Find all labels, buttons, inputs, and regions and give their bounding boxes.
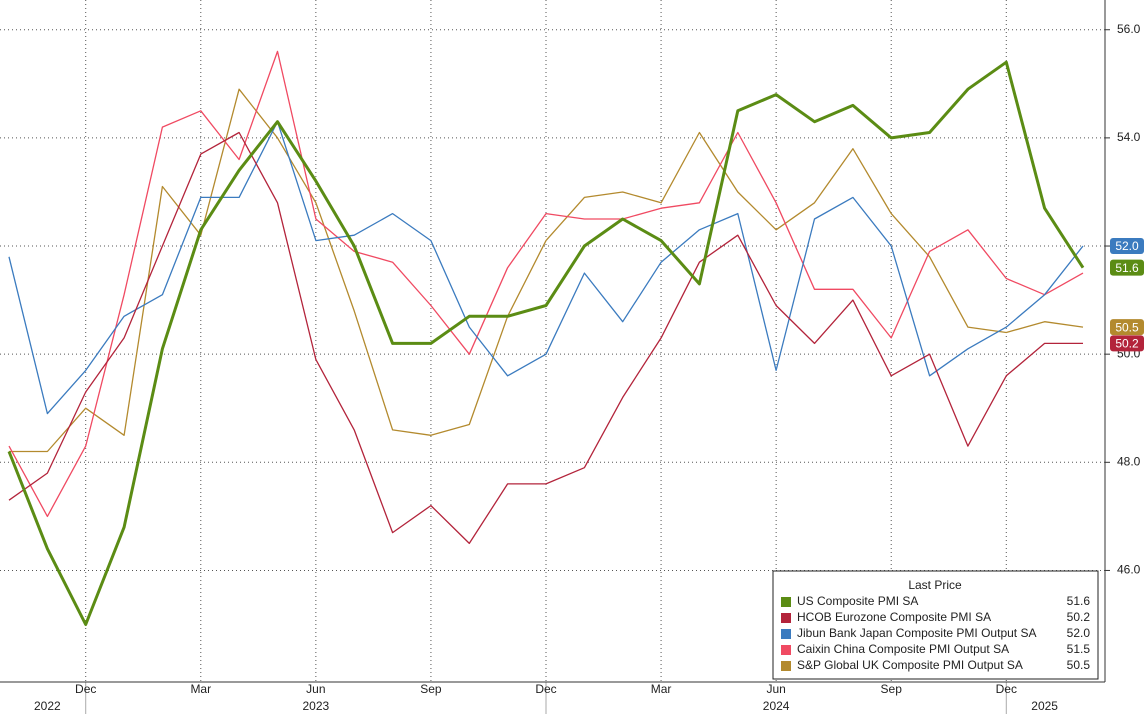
axis-tag — [1110, 335, 1144, 352]
legend-title: Last Price — [908, 578, 962, 592]
x-tick-label: Sep — [420, 682, 442, 696]
x-tick-label: Dec — [535, 682, 556, 696]
legend-value: 51.6 — [1067, 594, 1091, 608]
x-tick-label: Dec — [996, 682, 1017, 696]
legend-box — [772, 570, 1099, 680]
legend-swatch — [781, 645, 791, 655]
y-tick-label: 48.0 — [1117, 454, 1141, 468]
year-label: 2025 — [1031, 699, 1058, 713]
x-tick-label: Mar — [190, 682, 211, 696]
axis-tag-label: 50.2 — [1115, 337, 1139, 351]
x-tick-label: Sep — [881, 682, 903, 696]
legend-swatch — [781, 613, 791, 623]
series-line — [8, 121, 1084, 415]
legend-swatch — [781, 597, 791, 607]
legend-swatch — [781, 661, 791, 671]
axis-tag-label: 50.5 — [1115, 320, 1139, 334]
axis-tag-label: 52.0 — [1115, 239, 1139, 253]
legend-swatch — [781, 629, 791, 639]
x-tick-label: Jun — [306, 682, 325, 696]
legend-value: 52.0 — [1067, 626, 1091, 640]
legend-label: S&P Global UK Composite PMI Output SA — [797, 658, 1023, 672]
y-tick-label: 54.0 — [1117, 130, 1141, 144]
axis-tag — [1110, 319, 1144, 336]
legend-label: HCOB Eurozone Composite PMI SA — [797, 610, 991, 624]
axis-tag — [1110, 238, 1144, 255]
year-label: 2023 — [303, 699, 330, 713]
series-line — [8, 131, 1083, 545]
legend-value: 50.2 — [1067, 610, 1091, 624]
legend: Last Price US Composite PMI SA 51.6 HCOB Eu… — [772, 570, 1099, 680]
x-tick-label: Dec — [75, 682, 96, 696]
year-label: 2024 — [763, 699, 790, 713]
year-label: 2022 — [34, 699, 61, 713]
legend-value: 51.5 — [1067, 642, 1091, 656]
series-line — [7, 60, 1085, 626]
y-tick-label: 46.0 — [1117, 563, 1141, 577]
y-tick-label: 56.0 — [1117, 22, 1141, 36]
legend-value: 50.5 — [1067, 658, 1091, 672]
x-tick-label: Mar — [651, 682, 672, 696]
legend-label: Caixin China Composite PMI Output SA — [797, 642, 1009, 656]
x-tick-label: Jun — [766, 682, 785, 696]
axis-tag-label: 51.6 — [1115, 261, 1139, 275]
series-line — [8, 50, 1084, 518]
legend-label: US Composite PMI SA — [797, 594, 918, 608]
legend-label: Jibun Bank Japan Composite PMI Output SA — [797, 626, 1036, 640]
axis-tag — [1110, 259, 1144, 276]
series-line — [9, 88, 1084, 453]
